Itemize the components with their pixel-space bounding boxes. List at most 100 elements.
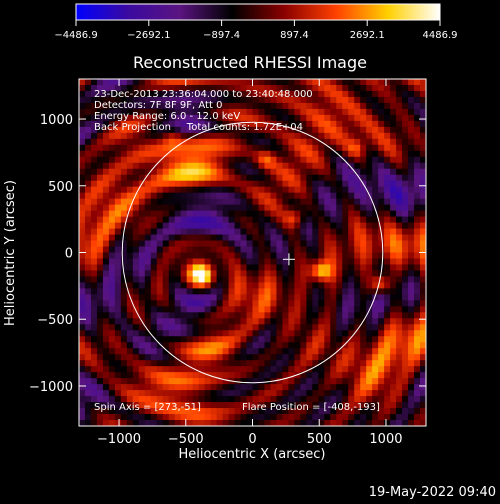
heatmap-cell <box>354 84 361 92</box>
heatmap-cell <box>168 90 176 98</box>
heatmap-cell <box>366 282 373 289</box>
heatmap-cell <box>186 378 194 385</box>
heatmap-cell <box>330 354 337 361</box>
heatmap-cell <box>342 108 349 116</box>
heatmap-cell <box>318 384 325 391</box>
heatmap-cell <box>282 240 289 248</box>
heatmap-cell <box>372 102 379 110</box>
heatmap-cell <box>372 414 379 421</box>
heatmap-cell <box>144 378 152 385</box>
heatmap-cell <box>342 102 349 110</box>
heatmap-cell <box>162 330 170 337</box>
heatmap-cell <box>96 210 104 218</box>
heatmap-cell <box>324 324 331 331</box>
heatmap-cell <box>348 79 355 86</box>
heatmap-cell <box>288 114 295 122</box>
heatmap-cell <box>102 258 110 266</box>
heatmap-cell <box>270 138 278 146</box>
heatmap-cell <box>300 192 307 200</box>
heatmap-cell <box>198 354 206 361</box>
heatmap-cell <box>390 336 397 343</box>
heatmap-cell <box>180 312 188 319</box>
heatmap-cell <box>342 354 349 361</box>
heatmap-cell <box>300 90 307 98</box>
heatmap-cell <box>354 204 361 212</box>
heatmap-cell <box>366 156 373 164</box>
heatmap-cell <box>180 108 188 116</box>
heatmap-cell <box>204 378 212 385</box>
heatmap-cell <box>252 210 260 218</box>
heatmap-cell <box>228 192 236 200</box>
heatmap-cell <box>84 324 92 331</box>
heatmap-cell <box>330 324 337 331</box>
heatmap-cell <box>330 288 337 295</box>
heatmap-cell <box>162 336 170 343</box>
heatmap-cell <box>204 222 212 230</box>
heatmap-cell <box>384 342 391 349</box>
heatmap-cell <box>234 318 242 325</box>
heatmap-cell <box>360 216 367 224</box>
heatmap-cell <box>324 414 331 421</box>
heatmap-cell <box>396 354 403 361</box>
heatmap-cell <box>186 336 194 343</box>
heatmap-cell <box>420 180 426 188</box>
heatmap-cell <box>354 366 361 373</box>
heatmap-cell <box>360 79 367 86</box>
heatmap-cell <box>162 79 170 86</box>
heatmap-cell <box>228 420 236 426</box>
heatmap-cell <box>228 288 236 295</box>
heatmap-cell <box>330 348 337 355</box>
heatmap-cell <box>372 318 379 325</box>
heatmap-cell <box>294 276 301 284</box>
heatmap-cell <box>96 102 104 110</box>
heatmap-cell <box>180 420 188 426</box>
heatmap-cell <box>312 102 319 110</box>
heatmap-cell <box>114 258 122 266</box>
heatmap-cell <box>258 246 266 254</box>
heatmap-cell <box>216 90 224 98</box>
heatmap-cell <box>174 216 182 224</box>
heatmap-cell <box>384 258 391 266</box>
heatmap-cell <box>114 318 122 325</box>
heatmap-cell <box>168 174 176 182</box>
heatmap-cell <box>132 354 140 361</box>
heatmap-cell <box>90 240 98 248</box>
heatmap-cell <box>396 420 403 426</box>
heatmap-cell <box>180 300 188 307</box>
heatmap-cell <box>402 408 409 415</box>
heatmap-cell <box>360 240 367 248</box>
heatmap-cell <box>348 204 355 212</box>
heatmap-cell <box>162 222 170 230</box>
heatmap-cell <box>318 318 325 325</box>
heatmap-cell <box>144 372 152 379</box>
heatmap-cell <box>282 360 289 367</box>
heatmap-cell <box>204 138 212 146</box>
heatmap-cell <box>312 156 319 164</box>
heatmap-cell <box>402 102 409 110</box>
heatmap-cell <box>168 108 176 116</box>
heatmap-cell <box>360 288 367 295</box>
heatmap-cell <box>348 162 355 170</box>
heatmap-cell <box>276 342 284 349</box>
heatmap-cell <box>264 132 272 140</box>
heatmap-cell <box>324 264 331 272</box>
heatmap-cell <box>192 252 200 260</box>
heatmap-cell <box>330 198 337 206</box>
heatmap-cell <box>216 312 224 319</box>
heatmap-cell <box>366 246 373 254</box>
heatmap-cell <box>174 240 182 248</box>
heatmap-cell <box>378 180 385 188</box>
heatmap-cell <box>222 102 230 110</box>
heatmap-cell <box>216 186 224 194</box>
heatmap-cell <box>192 282 200 289</box>
heatmap-cell <box>258 294 266 301</box>
heatmap-cell <box>216 414 224 421</box>
heatmap-cell <box>228 180 236 188</box>
heatmap-cell <box>126 312 134 319</box>
heatmap-cell <box>132 132 140 140</box>
heatmap-cell <box>102 300 110 307</box>
heatmap-cell <box>174 168 182 176</box>
heatmap-cell <box>294 264 301 272</box>
heatmap-cell <box>228 234 236 242</box>
heatmap-cell <box>222 156 230 164</box>
